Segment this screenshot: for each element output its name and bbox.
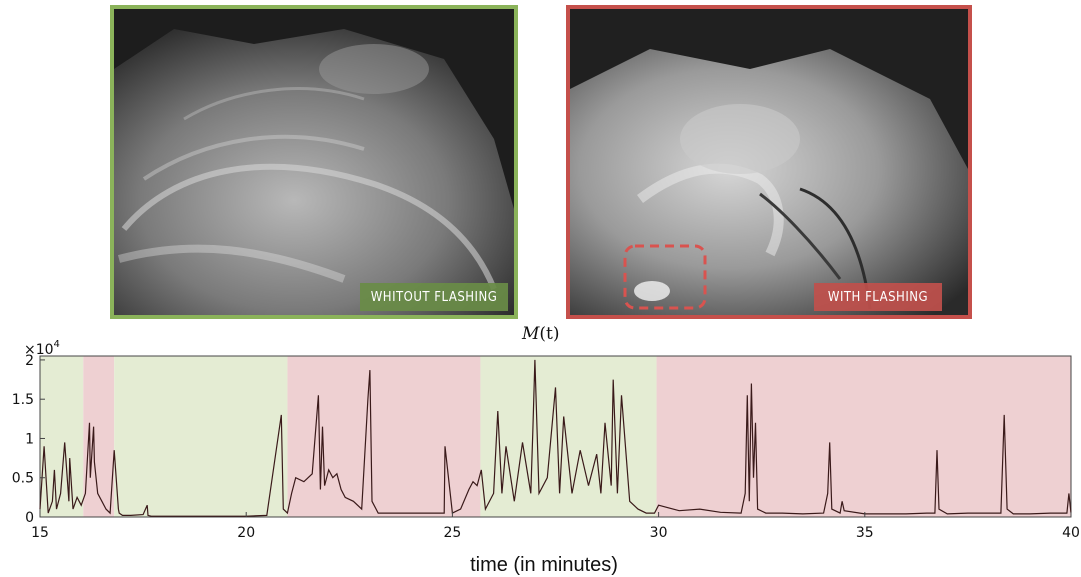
region-without-flashing-2 bbox=[114, 356, 288, 517]
series-line bbox=[39, 359, 1072, 517]
shaded-regions bbox=[40, 356, 1071, 517]
highlight-box bbox=[623, 244, 707, 310]
x-tick-label-1: 20 bbox=[237, 525, 255, 541]
y-tick-label-1: 0.5 bbox=[12, 471, 34, 487]
y-exponent-power: 4 bbox=[54, 339, 60, 350]
caption-with-flashing: WITH FLASHING bbox=[814, 283, 942, 311]
x-axis: 15 20 25 30 35 40 bbox=[31, 512, 1080, 541]
region-without-flashing-4 bbox=[480, 356, 657, 517]
region-with-flashing-5 bbox=[656, 356, 1071, 517]
x-axis-label: time (in minutes) bbox=[470, 554, 618, 576]
y-tick-label-0: 0 bbox=[25, 510, 34, 526]
y-tick-label-2: 1 bbox=[25, 431, 34, 447]
chart-title: M(t) bbox=[522, 324, 560, 344]
chart-title-symbol: M bbox=[522, 324, 540, 344]
infant-under-blanket-image bbox=[114, 9, 514, 315]
x-tick-label-3: 30 bbox=[650, 525, 668, 541]
y-exponent-base: ×10 bbox=[24, 342, 54, 358]
y-tick-label-3: 1.5 bbox=[12, 392, 34, 408]
chart-title-arg: (t) bbox=[539, 324, 560, 344]
x-tick-label-4: 35 bbox=[856, 525, 874, 541]
region-with-flashing-1 bbox=[83, 356, 115, 517]
plot-frame bbox=[39, 355, 1072, 518]
x-tick-label-5: 40 bbox=[1062, 525, 1080, 541]
region-with-flashing-3 bbox=[287, 356, 481, 517]
photo-with-flashing: WITH FLASHING bbox=[566, 5, 972, 319]
y-tick-label-4: 2 bbox=[25, 353, 34, 369]
infant-with-flashing-image bbox=[570, 9, 968, 315]
y-axis: 0 0.5 1 1.5 2 bbox=[12, 353, 45, 526]
x-tick-label-2: 25 bbox=[443, 525, 461, 541]
photo-without-flashing: WHITOUT FLASHING bbox=[110, 5, 518, 319]
y-exponent-label: ×104 bbox=[24, 339, 60, 358]
x-tick-label-0: 15 bbox=[31, 525, 49, 541]
caption-without-flashing: WHITOUT FLASHING bbox=[360, 283, 508, 311]
